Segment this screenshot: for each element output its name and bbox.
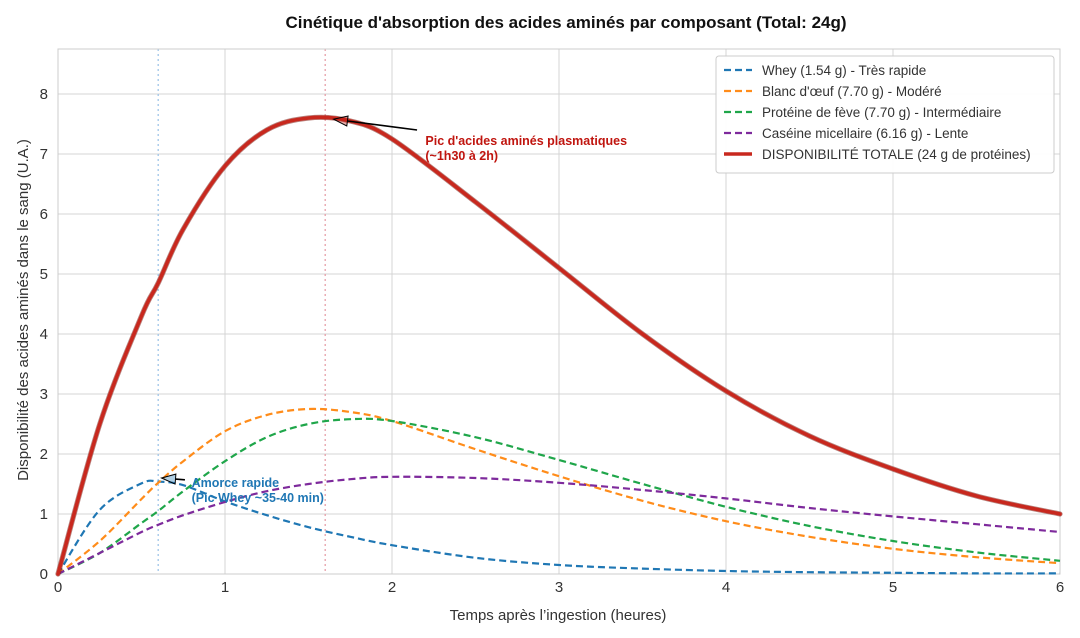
y-tick-label: 0 [40, 566, 48, 583]
x-tick-label: 1 [221, 579, 229, 596]
annotation-text: (~1h30 à 2h) [425, 149, 498, 163]
legend-label: Caséine micellaire (6.16 g) - Lente [762, 126, 968, 141]
x-tick-label: 5 [889, 579, 897, 596]
x-tick-label: 2 [388, 579, 396, 596]
legend-label: Whey (1.54 g) - Très rapide [762, 63, 926, 78]
y-tick-label: 2 [40, 446, 48, 463]
chart-title: Cinétique d'absorption des acides aminés… [285, 13, 846, 32]
annotation-arrow-head [332, 115, 349, 127]
legend-label: Protéine de fève (7.70 g) - Intermédiair… [762, 105, 1001, 120]
y-tick-label: 3 [40, 386, 48, 403]
legend-label: DISPONIBILITÉ TOTALE (24 g de protéines) [762, 147, 1031, 162]
annotation-arrow-shaft [347, 120, 418, 131]
annotation-text: Amorce rapide [192, 476, 280, 490]
legend: Whey (1.54 g) - Très rapide Blanc d'œuf (… [715, 55, 1055, 174]
legend-box [715, 55, 1055, 174]
y-tick-label: 6 [40, 206, 48, 223]
y-tick-label: 7 [40, 146, 48, 163]
series-line-3 [57, 417, 1061, 575]
x-tick-label: 4 [722, 579, 730, 596]
annotation-arrow-shaft [175, 478, 185, 481]
x-tick-label: 0 [54, 579, 62, 596]
plot-frame [57, 48, 1061, 575]
y-tick-label: 1 [40, 506, 48, 523]
y-tick-label: 4 [40, 326, 48, 343]
x-axis-label: Temps après l’ingestion (heures) [450, 607, 667, 624]
series-line-4 [57, 475, 1061, 575]
annotation-text: Pic d'acides aminés plasmatiques [425, 134, 627, 148]
y-tick-label: 8 [40, 86, 48, 103]
x-tick-label: 6 [1056, 579, 1064, 596]
y-tick-label: 5 [40, 266, 48, 283]
annotation-arrow-head [160, 473, 177, 485]
legend-label: Blanc d'œuf (7.70 g) - Modéré [762, 84, 942, 99]
y-axis-label: Disponibilité des acides aminés dans le … [15, 139, 32, 481]
series-line-2 [57, 407, 1061, 575]
x-tick-label: 3 [555, 579, 563, 596]
annotation-text: (Pic Whey ~35-40 min) [192, 491, 324, 505]
series-line-5 [56, 115, 1062, 576]
